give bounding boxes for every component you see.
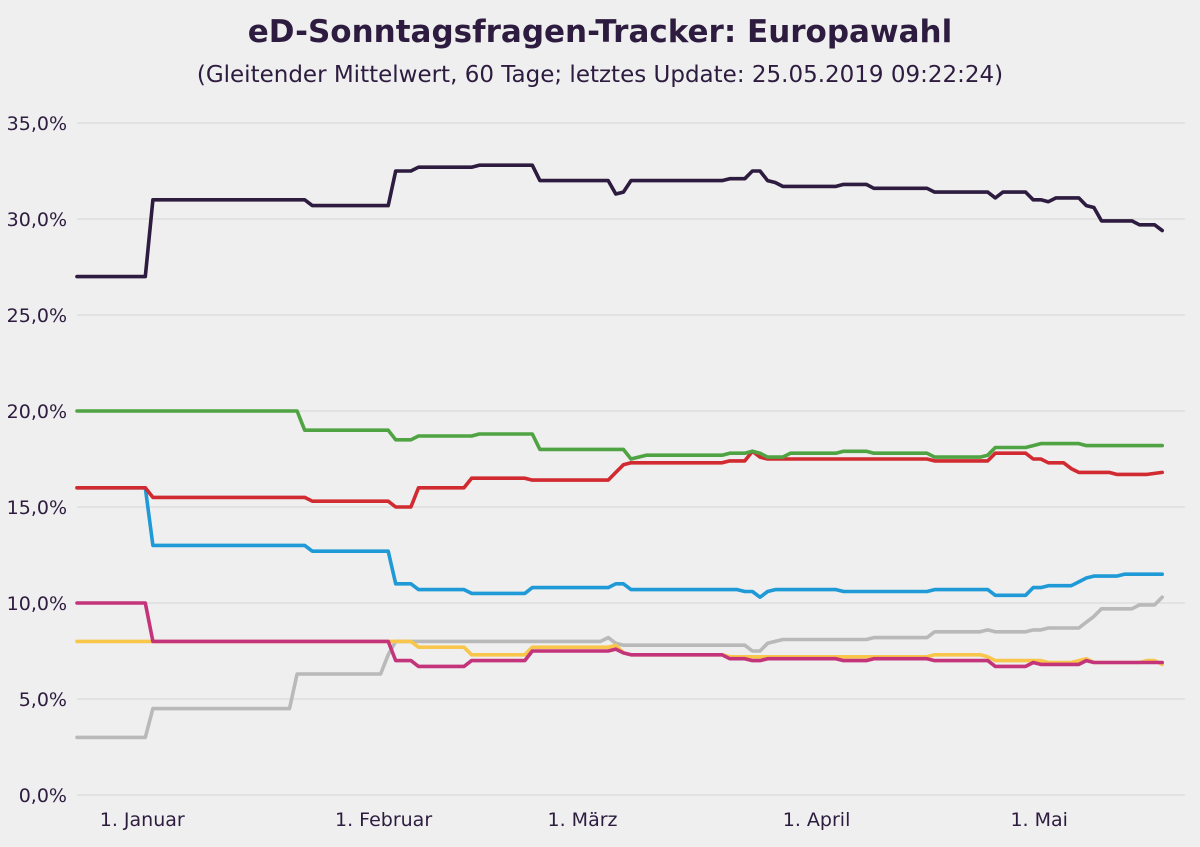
- y-tick-label: 30,0%: [7, 209, 67, 231]
- series-line-green: [75, 409, 1164, 461]
- chart-subtitle: (Gleitender Mittelwert, 60 Tage; letztes…: [196, 62, 1004, 88]
- x-tick-label: 1. April: [783, 809, 851, 831]
- series-line-magenta: [75, 601, 1164, 669]
- y-tick-label: 25,0%: [7, 305, 67, 327]
- y-tick-label: 15,0%: [7, 497, 67, 519]
- series-line-blue: [75, 486, 1164, 599]
- series-line-dark: [75, 163, 1164, 279]
- y-tick-label: 35,0%: [7, 113, 67, 135]
- y-tick-label: 10,0%: [7, 593, 67, 615]
- x-tick-label: 1. Februar: [335, 809, 432, 831]
- y-tick-label: 20,0%: [7, 401, 67, 423]
- x-tick-label: 1. März: [548, 809, 618, 831]
- y-tick-label: 0,0%: [19, 785, 67, 807]
- series-line-red: [75, 449, 1164, 509]
- y-tick-label: 5,0%: [19, 689, 67, 711]
- series-line-yellow: [75, 639, 1164, 667]
- chart-title: eD-Sonntagsfragen-Tracker: Europawahl: [247, 14, 953, 50]
- x-tick-label: 1. Mai: [1010, 809, 1067, 831]
- x-tick-label: 1. Januar: [100, 809, 185, 831]
